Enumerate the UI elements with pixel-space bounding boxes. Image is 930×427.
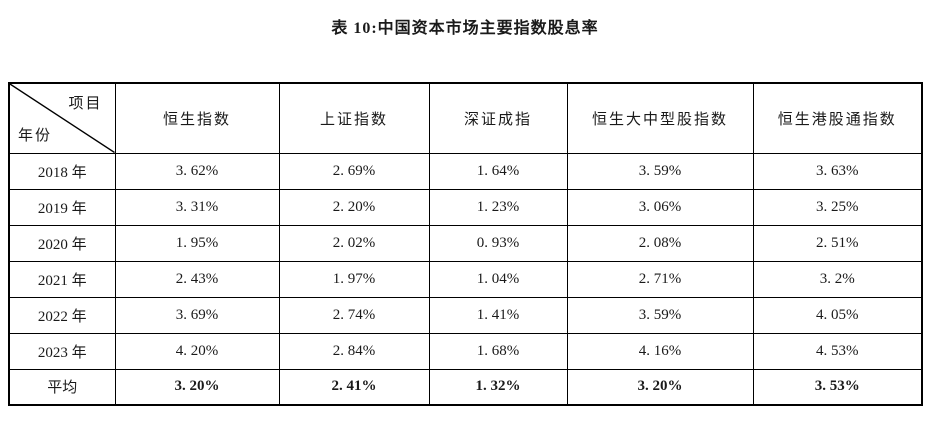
header-row: 项目 年份 恒生指数 上证指数 深证成指 恒生大中型股指数 恒生港股通指数	[8, 82, 923, 154]
column-header-hang-seng-index: 恒生指数	[114, 82, 280, 154]
value-cell: 2. 02%	[278, 224, 430, 262]
value-cell: 2. 69%	[278, 152, 430, 190]
table-row: 2021 年 2. 43% 1. 97% 1. 04% 2. 71% 3. 2%	[8, 260, 923, 298]
value-cell: 1. 95%	[114, 224, 280, 262]
value-cell: 3. 2%	[752, 260, 923, 298]
year-cell: 2022 年	[8, 296, 116, 334]
table-row: 2019 年 3. 31% 2. 20% 1. 23% 3. 06% 3. 25%	[8, 188, 923, 226]
corner-header-cell: 项目 年份	[8, 82, 116, 154]
table-title: 表 10:中国资本市场主要指数股息率	[331, 20, 599, 37]
value-cell: 3. 62%	[114, 152, 280, 190]
value-cell: 2. 41%	[278, 368, 430, 406]
value-cell: 2. 71%	[566, 260, 754, 298]
table-row: 平均 3. 20% 2. 41% 1. 32% 3. 20% 3. 53%	[8, 368, 923, 406]
value-cell: 3. 20%	[566, 368, 754, 406]
year-cell: 2023 年	[8, 332, 116, 370]
value-cell: 1. 04%	[428, 260, 568, 298]
value-cell: 1. 64%	[428, 152, 568, 190]
value-cell: 1. 32%	[428, 368, 568, 406]
year-cell: 2021 年	[8, 260, 116, 298]
column-header-hs-large-mid-cap: 恒生大中型股指数	[566, 82, 754, 154]
value-cell: 1. 97%	[278, 260, 430, 298]
value-cell: 2. 51%	[752, 224, 923, 262]
corner-label-item: 项目	[68, 96, 103, 112]
corner-label-year: 年份	[18, 127, 53, 144]
value-cell: 3. 20%	[114, 368, 280, 406]
value-cell: 1. 41%	[428, 296, 568, 334]
column-header-sse-composite: 上证指数	[278, 82, 430, 154]
value-cell: 2. 84%	[278, 332, 430, 370]
table-row: 2018 年 3. 62% 2. 69% 1. 64% 3. 59% 3. 63%	[8, 152, 923, 190]
value-cell: 3. 53%	[752, 368, 923, 406]
value-cell: 3. 31%	[114, 188, 280, 226]
year-cell: 2019 年	[8, 188, 116, 226]
year-cell: 2020 年	[8, 224, 116, 262]
value-cell: 3. 25%	[752, 188, 923, 226]
value-cell: 4. 53%	[752, 332, 923, 370]
value-cell: 3. 59%	[566, 152, 754, 190]
value-cell: 4. 20%	[114, 332, 280, 370]
value-cell: 2. 08%	[566, 224, 754, 262]
table-row: 2022 年 3. 69% 2. 74% 1. 41% 3. 59% 4. 05%	[8, 296, 923, 334]
value-cell: 3. 69%	[114, 296, 280, 334]
value-cell: 3. 63%	[752, 152, 923, 190]
value-cell: 4. 05%	[752, 296, 923, 334]
diagonal-divider-line	[10, 84, 114, 152]
column-header-szse-component: 深证成指	[428, 82, 568, 154]
year-cell: 平均	[8, 368, 116, 406]
column-header-hs-stock-connect: 恒生港股通指数	[752, 82, 923, 154]
value-cell: 2. 20%	[278, 188, 430, 226]
value-cell: 3. 06%	[566, 188, 754, 226]
dividend-yield-table: 项目 年份 恒生指数 上证指数 深证成指 恒生大中型股指数 恒生港股通指数 20…	[8, 82, 923, 406]
table-row: 2023 年 4. 20% 2. 84% 1. 68% 4. 16% 4. 53%	[8, 332, 923, 370]
value-cell: 1. 68%	[428, 332, 568, 370]
value-cell: 4. 16%	[566, 332, 754, 370]
value-cell: 2. 43%	[114, 260, 280, 298]
table-row: 2020 年 1. 95% 2. 02% 0. 93% 2. 08% 2. 51%	[8, 224, 923, 262]
value-cell: 1. 23%	[428, 188, 568, 226]
table-body: 2018 年 3. 62% 2. 69% 1. 64% 3. 59% 3. 63% 2019…	[8, 152, 923, 406]
year-cell: 2018 年	[8, 152, 116, 190]
value-cell: 0. 93%	[428, 224, 568, 262]
value-cell: 2. 74%	[278, 296, 430, 334]
value-cell: 3. 59%	[566, 296, 754, 334]
